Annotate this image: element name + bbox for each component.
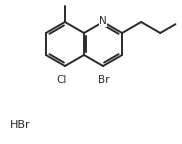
Text: Br: Br — [98, 75, 110, 85]
Text: HBr: HBr — [10, 120, 31, 130]
Text: N: N — [99, 16, 107, 26]
Text: Cl: Cl — [57, 75, 67, 85]
